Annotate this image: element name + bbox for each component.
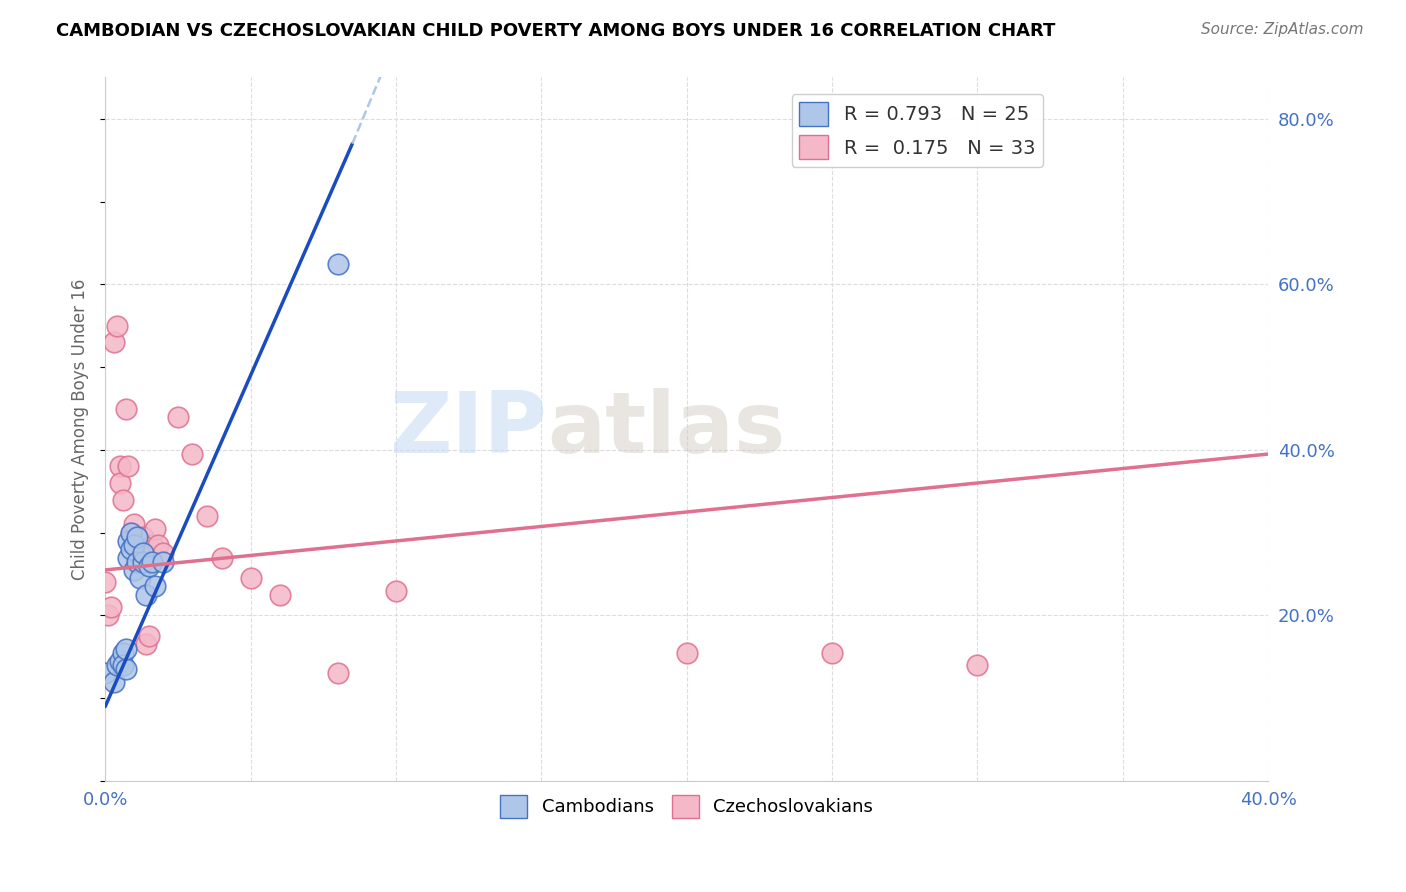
Point xyxy=(141,555,163,569)
Point xyxy=(94,575,117,590)
Point xyxy=(103,674,125,689)
Point xyxy=(94,666,117,681)
Text: atlas: atlas xyxy=(547,388,786,471)
Point xyxy=(141,538,163,552)
Point xyxy=(138,558,160,573)
Point xyxy=(124,563,146,577)
Text: ZIP: ZIP xyxy=(389,388,547,471)
Point xyxy=(326,666,349,681)
Point xyxy=(100,600,122,615)
Point xyxy=(132,530,155,544)
Text: Source: ZipAtlas.com: Source: ZipAtlas.com xyxy=(1201,22,1364,37)
Point xyxy=(103,335,125,350)
Point xyxy=(127,555,149,569)
Point xyxy=(117,459,139,474)
Point xyxy=(135,637,157,651)
Point xyxy=(114,662,136,676)
Point xyxy=(114,641,136,656)
Point xyxy=(105,658,128,673)
Point xyxy=(105,318,128,333)
Point xyxy=(211,550,233,565)
Point xyxy=(127,530,149,544)
Point xyxy=(114,401,136,416)
Point xyxy=(821,646,844,660)
Point xyxy=(195,509,218,524)
Point xyxy=(111,646,134,660)
Point xyxy=(111,658,134,673)
Point xyxy=(152,555,174,569)
Point xyxy=(167,409,190,424)
Point xyxy=(97,608,120,623)
Point xyxy=(132,555,155,569)
Point xyxy=(108,459,131,474)
Point xyxy=(120,525,142,540)
Point xyxy=(117,533,139,548)
Point xyxy=(675,646,697,660)
Point xyxy=(108,476,131,491)
Point xyxy=(966,658,988,673)
Point xyxy=(129,571,152,585)
Point xyxy=(132,546,155,560)
Y-axis label: Child Poverty Among Boys Under 16: Child Poverty Among Boys Under 16 xyxy=(72,278,89,580)
Point xyxy=(124,517,146,532)
Point xyxy=(385,583,408,598)
Point xyxy=(269,588,291,602)
Text: CAMBODIAN VS CZECHOSLOVAKIAN CHILD POVERTY AMONG BOYS UNDER 16 CORRELATION CHART: CAMBODIAN VS CZECHOSLOVAKIAN CHILD POVER… xyxy=(56,22,1056,40)
Point xyxy=(135,588,157,602)
Point xyxy=(120,542,142,557)
Point xyxy=(181,447,204,461)
Point xyxy=(152,546,174,560)
Point xyxy=(124,533,146,548)
Point xyxy=(111,492,134,507)
Point xyxy=(146,538,169,552)
Point xyxy=(138,629,160,643)
Point xyxy=(239,571,262,585)
Point xyxy=(124,538,146,552)
Point xyxy=(117,550,139,565)
Point xyxy=(326,257,349,271)
Point xyxy=(127,550,149,565)
Point xyxy=(143,579,166,593)
Point xyxy=(108,654,131,668)
Point xyxy=(129,538,152,552)
Legend: Cambodians, Czechoslovakians: Cambodians, Czechoslovakians xyxy=(494,789,880,825)
Point xyxy=(143,522,166,536)
Point xyxy=(120,525,142,540)
